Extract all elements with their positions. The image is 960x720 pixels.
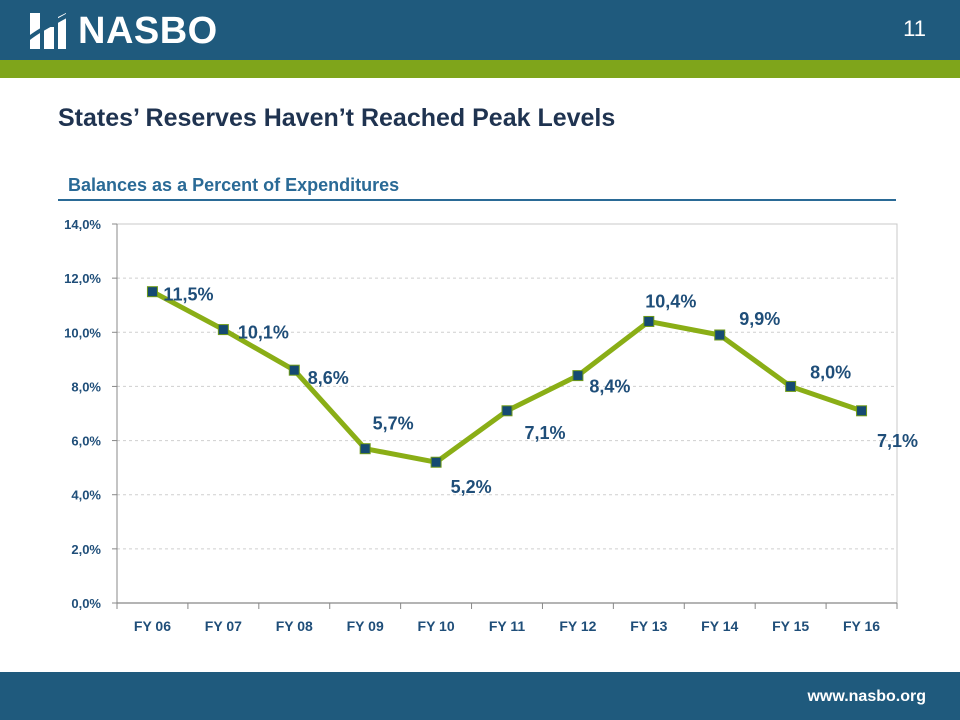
- data-point: [359, 443, 371, 455]
- data-label: 8,4%: [589, 377, 630, 397]
- line-chart: 0,0% 2,0% 4,0% 6,0% 8,0% 10,0% 12,0% 14,0% FY 06…: [64, 217, 918, 634]
- data-label: 10,4%: [645, 291, 696, 311]
- header-bar: NASBO 11: [0, 0, 960, 60]
- x-tick-label: FY 15: [772, 618, 809, 634]
- data-point: [501, 405, 513, 417]
- page-number: 11: [903, 16, 926, 41]
- data-point: [430, 456, 442, 468]
- data-label: 11,5%: [163, 285, 213, 305]
- chart-title: Balances as a Percent of Expenditures: [68, 175, 400, 195]
- data-point: [714, 329, 726, 341]
- x-tick-label: FY 16: [843, 618, 880, 634]
- y-tick-label: 8,0%: [71, 379, 101, 394]
- data-label: 7,1%: [877, 431, 918, 451]
- x-tick-label: FY 13: [630, 618, 667, 634]
- y-tick-label: 0,0%: [71, 596, 101, 611]
- data-point: [856, 405, 868, 417]
- y-tick-label: 6,0%: [71, 434, 101, 449]
- footer-bar: www.nasbo.org: [0, 672, 960, 720]
- x-tick-label: FY 11: [489, 618, 526, 634]
- x-tick-label: FY 09: [347, 618, 384, 634]
- y-tick-label: 2,0%: [71, 542, 101, 557]
- logo-text: NASBO: [78, 9, 218, 52]
- header-stripe: [0, 60, 960, 78]
- y-tick-label: 10,0%: [64, 325, 101, 340]
- y-tick-label: 14,0%: [64, 217, 101, 232]
- x-tick-label: FY 10: [418, 618, 455, 634]
- data-point: [217, 324, 229, 336]
- data-label: 5,7%: [373, 414, 414, 434]
- data-point: [572, 370, 584, 382]
- data-point: [288, 364, 300, 376]
- data-label: 10,1%: [238, 323, 289, 343]
- data-label: 8,6%: [308, 368, 349, 388]
- title-divider: [58, 199, 896, 201]
- slide-title: States’ Reserves Haven’t Reached Peak Le…: [58, 104, 616, 132]
- data-label: 5,2%: [451, 477, 492, 497]
- logo-icon: [26, 13, 69, 49]
- x-tick-label: FY 08: [276, 618, 313, 634]
- y-tick-label: 4,0%: [71, 488, 101, 503]
- y-tick-label: 12,0%: [64, 271, 101, 286]
- data-label: 9,9%: [739, 309, 780, 329]
- nasbo-logo[interactable]: NASBO: [24, 8, 218, 54]
- x-tick-label: FY 12: [559, 618, 596, 634]
- data-label: 8,0%: [810, 362, 851, 382]
- x-tick-label: FY 06: [134, 618, 171, 634]
- data-point: [643, 315, 655, 327]
- data-point: [146, 286, 158, 298]
- data-point: [785, 380, 797, 392]
- footer-url[interactable]: www.nasbo.org: [807, 688, 926, 705]
- x-tick-label: FY 07: [205, 618, 242, 634]
- data-label: 7,1%: [524, 423, 565, 443]
- x-tick-label: FY 14: [701, 618, 738, 634]
